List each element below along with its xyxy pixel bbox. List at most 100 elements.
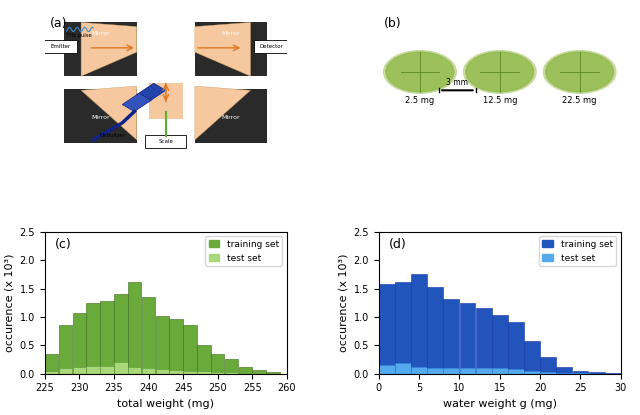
Circle shape bbox=[386, 52, 454, 92]
Circle shape bbox=[463, 51, 536, 93]
Text: 22.5 mg: 22.5 mg bbox=[563, 96, 597, 105]
Bar bbox=[412, 367, 427, 374]
Bar bbox=[444, 368, 460, 374]
Text: Nebulizer: Nebulizer bbox=[100, 133, 125, 138]
Bar bbox=[141, 368, 156, 374]
Text: (b): (b) bbox=[383, 17, 401, 30]
Bar bbox=[239, 373, 252, 374]
Polygon shape bbox=[81, 22, 137, 76]
Circle shape bbox=[383, 51, 456, 93]
Text: (d): (d) bbox=[388, 237, 406, 251]
Bar bbox=[428, 368, 443, 374]
Bar bbox=[492, 369, 508, 374]
Bar bbox=[605, 373, 621, 374]
Bar bbox=[444, 299, 460, 374]
Bar bbox=[492, 315, 508, 374]
Text: Mirror: Mirror bbox=[222, 115, 241, 120]
Bar bbox=[556, 367, 572, 374]
Bar bbox=[395, 363, 411, 374]
Bar bbox=[100, 366, 114, 374]
Text: Mirror: Mirror bbox=[91, 31, 110, 36]
Bar bbox=[252, 370, 266, 374]
Polygon shape bbox=[195, 22, 250, 76]
Bar bbox=[86, 366, 100, 374]
FancyBboxPatch shape bbox=[254, 40, 288, 53]
FancyBboxPatch shape bbox=[44, 40, 77, 53]
Bar bbox=[589, 372, 605, 374]
Bar bbox=[72, 367, 86, 374]
Bar bbox=[508, 369, 524, 374]
Bar bbox=[64, 89, 137, 143]
Bar bbox=[170, 319, 183, 374]
Bar bbox=[460, 303, 476, 374]
Circle shape bbox=[543, 51, 616, 93]
Text: Mirror: Mirror bbox=[91, 115, 110, 120]
Bar bbox=[395, 282, 411, 374]
Bar bbox=[476, 369, 492, 374]
Bar bbox=[266, 372, 280, 374]
Bar bbox=[64, 22, 137, 76]
Polygon shape bbox=[137, 83, 166, 102]
Bar bbox=[141, 297, 156, 374]
Polygon shape bbox=[195, 86, 250, 140]
Bar bbox=[156, 316, 169, 374]
Bar bbox=[195, 22, 268, 76]
Text: Detector: Detector bbox=[259, 44, 283, 49]
Bar bbox=[211, 354, 225, 374]
Bar bbox=[114, 362, 127, 374]
X-axis label: total weight (mg): total weight (mg) bbox=[117, 399, 214, 409]
Bar bbox=[476, 308, 492, 374]
Bar bbox=[379, 365, 395, 374]
Bar bbox=[197, 345, 211, 374]
FancyBboxPatch shape bbox=[145, 135, 186, 148]
Y-axis label: occurence (x 10³): occurence (x 10³) bbox=[4, 254, 14, 352]
Circle shape bbox=[466, 52, 534, 92]
Bar bbox=[379, 284, 395, 374]
Polygon shape bbox=[81, 86, 137, 140]
Bar bbox=[225, 372, 238, 374]
Polygon shape bbox=[122, 93, 151, 112]
Bar bbox=[170, 369, 183, 374]
Bar bbox=[540, 372, 556, 374]
Text: (c): (c) bbox=[54, 237, 71, 251]
Bar bbox=[211, 372, 225, 374]
Text: THz pulse: THz pulse bbox=[66, 33, 92, 38]
Y-axis label: occurence (x 10³): occurence (x 10³) bbox=[338, 254, 348, 352]
Text: 3 mm: 3 mm bbox=[447, 78, 468, 88]
Bar bbox=[225, 359, 238, 374]
Legend: training set, test set: training set, test set bbox=[205, 237, 282, 266]
Bar bbox=[59, 325, 72, 374]
Bar bbox=[45, 371, 58, 374]
Bar bbox=[100, 301, 114, 374]
Bar bbox=[460, 368, 476, 374]
Legend: training set, test set: training set, test set bbox=[539, 237, 616, 266]
X-axis label: water weight g (mg): water weight g (mg) bbox=[443, 399, 557, 409]
Bar bbox=[183, 325, 196, 374]
Bar bbox=[197, 371, 211, 374]
Text: 12.5 mg: 12.5 mg bbox=[483, 96, 517, 105]
Bar bbox=[128, 367, 141, 374]
Bar bbox=[524, 341, 540, 374]
Bar bbox=[183, 371, 196, 374]
Bar bbox=[156, 369, 169, 374]
Bar bbox=[59, 368, 72, 374]
Bar bbox=[524, 371, 540, 374]
Bar bbox=[239, 367, 252, 374]
Bar bbox=[508, 322, 524, 374]
Bar bbox=[540, 356, 556, 374]
Bar bbox=[428, 288, 443, 374]
Text: Scale: Scale bbox=[158, 139, 173, 144]
Bar bbox=[556, 373, 572, 374]
Bar bbox=[149, 83, 183, 119]
Circle shape bbox=[546, 52, 614, 92]
Bar bbox=[114, 294, 127, 374]
Bar bbox=[45, 354, 58, 374]
Text: 2.5 mg: 2.5 mg bbox=[405, 96, 435, 105]
Bar bbox=[412, 274, 427, 374]
Bar bbox=[573, 371, 588, 374]
Bar bbox=[86, 303, 100, 374]
Bar bbox=[195, 89, 268, 143]
Text: Mirror: Mirror bbox=[222, 31, 241, 36]
Bar bbox=[72, 313, 86, 374]
Text: (a): (a) bbox=[50, 17, 67, 30]
